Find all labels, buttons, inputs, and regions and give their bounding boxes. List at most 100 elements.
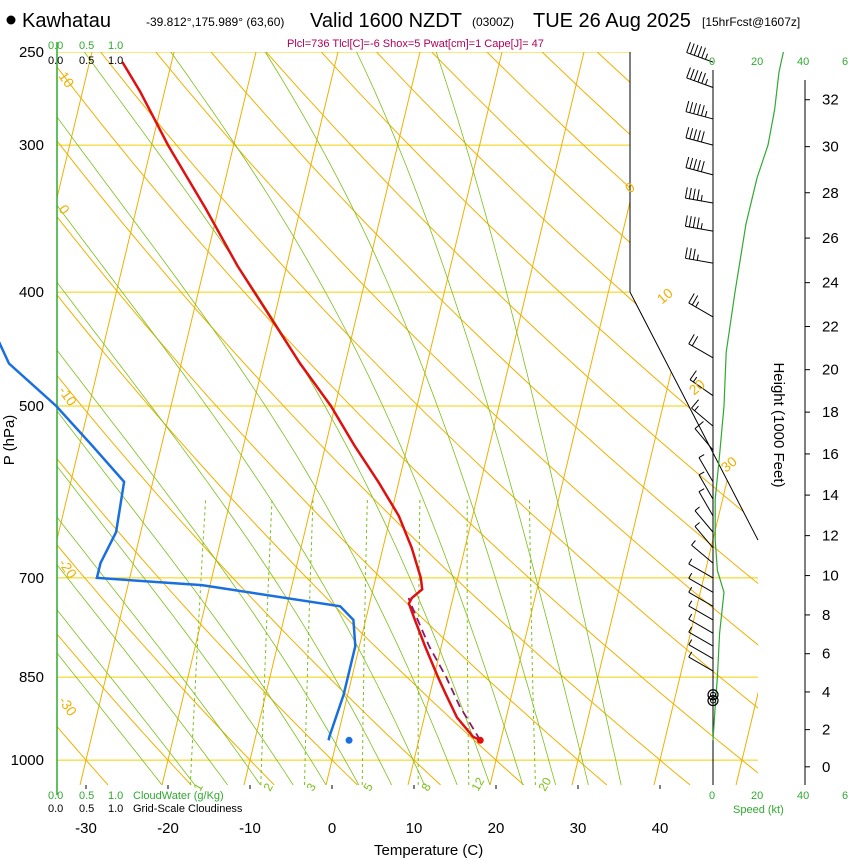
top-speed-tick-1: 20 [751,56,763,68]
temperature-tick-0: 0 [328,820,336,837]
wind-barb-flag-0 [701,47,706,59]
dry-adiabat-10 [57,52,441,785]
moist-adiabat--4 [57,52,294,785]
moist-adiabat-16 [57,52,458,785]
isotherm-label--30: -30 [56,693,81,719]
y-axis-title: P (hPa) [1,415,18,466]
bottom-cloudwater-label: CloudWater (g/Kg) [133,790,224,802]
mixing-ratio-line-5 [361,499,368,785]
wind-barb-flag-0 [689,43,695,55]
dry-adiabat-70 [155,52,758,785]
bottom-speed-tick-3: 6 [842,790,848,802]
wind-barb-flag-1 [697,71,703,83]
valid-time: Valid 1600 NZDT [310,10,462,32]
dry-adiabat--20 [57,52,192,785]
wind-barb-half-23 [688,613,693,620]
wind-barb-half-22 [688,600,693,607]
dry-adiabat-130 [486,52,758,785]
wind-barb-half-7 [696,254,699,261]
wind-barb-flag-1 [693,70,699,81]
wind-barb-1 [686,77,714,88]
height-axis-title: Height (1000 Feet) [770,362,787,487]
moist-adiabat-28 [264,52,556,785]
wind-barb-flag-7 [684,247,688,259]
moist-adiabat-12 [57,52,425,785]
wind-barb-flag-5 [692,188,696,200]
forecast-info: [15hrFcst@1607z] [702,15,800,29]
wind-barb-17 [694,526,714,549]
wind-barb-flag-4 [685,156,690,168]
wind-barb-half-13 [698,454,705,459]
wind-barb-half-0 [705,53,709,60]
bottom-speed-tick-1: 20 [751,790,763,802]
wind-barb-half-26 [688,651,693,658]
top-speed-tick-3: 6 [842,56,848,68]
wind-barb-flag-7 [692,248,696,260]
isotherm-40 [653,52,758,785]
height-tick-12: 12 [822,528,839,545]
wind-barb-half-10 [692,376,698,383]
moist-adiabat-0 [57,52,327,785]
wind-barb-half-16 [694,506,700,512]
mixing-ratio-line-12 [466,499,470,785]
wind-barb-flag-6 [688,216,692,228]
wind-barb-24 [688,631,714,647]
moist-adiabat-8 [57,52,392,785]
temperature-tick-40: 40 [652,820,669,837]
wind-barb-0 [686,52,714,63]
wind-barb-flag-0 [686,42,691,53]
wind-barb-18 [691,544,714,564]
wind-barb-half-11 [694,405,699,411]
calm-wind-marker-1 [707,694,719,707]
surface-dewpoint-marker [345,736,353,744]
wind-barb-14 [698,474,714,500]
wind-barb-2 [685,111,714,120]
wind-barb-4 [685,167,714,176]
calm-wind-marker-0 [707,689,719,701]
wind-barb-8 [688,302,714,318]
wind-barb-half-24 [688,626,693,633]
wind-barb-half-5 [700,194,703,202]
mixing-ratio-label-5: 5 [360,780,376,793]
wind-barb-half-19 [688,558,693,565]
wind-barb-flag-2 [693,102,698,114]
top-cloudiness-tick-1: 0.5 [79,55,94,67]
wind-barb-flag-4 [693,158,698,170]
wind-barb-half-2 [704,110,708,117]
wind-barb-19 [688,563,714,579]
wind-barb-half-6 [700,223,703,230]
wind-barb-half-25 [688,639,693,645]
wind-barb-half-15 [698,488,705,493]
moist-adiabat-20 [84,52,491,785]
dry-adiabat-30 [57,52,608,785]
height-tick-8: 8 [822,607,830,624]
wind-barb-16 [694,510,714,533]
height-tick-16: 16 [822,446,839,463]
wind-barb-flag-5 [688,187,692,199]
height-tick-14: 14 [822,487,839,504]
wind-barb-9 [688,343,714,359]
mixing-ratio-label-8: 8 [418,780,434,793]
height-tick-10: 10 [822,568,839,585]
isotherm-0 [325,52,503,785]
bottom-cloudiness-label: Grid-Scale Cloudiness [133,803,243,815]
moist-adiabat--20 [57,52,163,785]
dry-adiabat-label-20: 20 [686,376,708,398]
wind-barb-flag-6 [684,215,688,227]
wind-barb-flag-3 [700,131,705,143]
mixing-ratio-label-3: 3 [303,780,319,793]
wind-barb-22 [688,605,714,621]
plot-boundary [629,52,759,541]
wind-barb-flag-1 [689,68,695,80]
temperature-tick-20: 20 [488,820,505,837]
sounding-indices: Plcl=736 Tlcl[C]=-6 Shox=5 Pwat[cm]=1 Ca… [287,38,544,50]
pressure-tick-500: 500 [19,398,44,415]
isotherm--50 [57,52,93,785]
wind-barb-flag-0 [697,46,703,57]
station-name: Kawhatau [22,10,111,32]
dry-adiabat-90 [265,52,758,785]
wind-barb-flag-5 [696,189,700,201]
pressure-tick-400: 400 [19,284,44,301]
station-marker-icon [6,15,16,25]
